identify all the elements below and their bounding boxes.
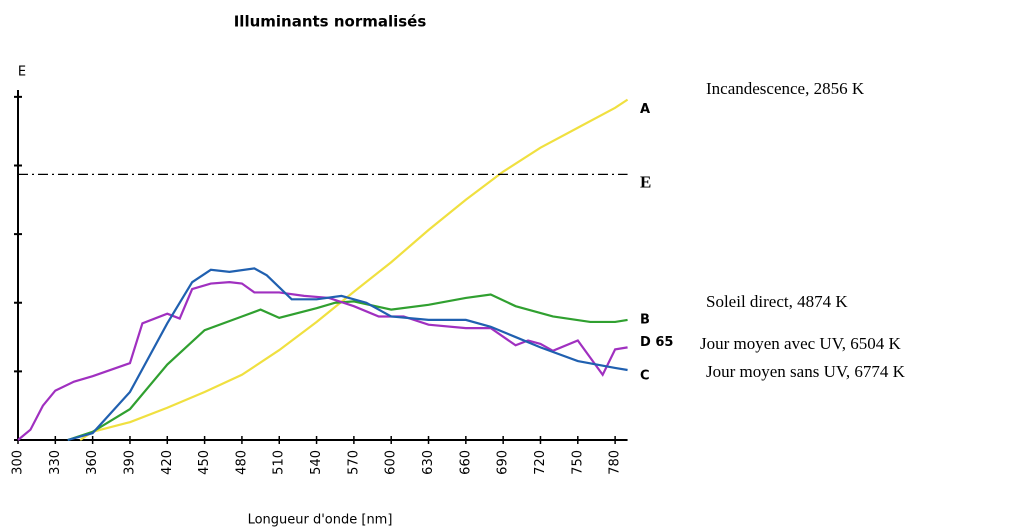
series-label: E [640, 172, 651, 191]
y-axis-label: E [18, 65, 26, 80]
line-series [17, 281, 628, 441]
x-tick-label: 390 [122, 450, 137, 475]
x-tick-label: 420 [160, 450, 175, 475]
x-tick-label: 300 [11, 450, 26, 475]
x-tick-label: 330 [48, 450, 63, 475]
series-description: Incandescence, 2856 K [706, 79, 865, 98]
x-tick-label: 690 [496, 450, 511, 475]
x-tick-label: 480 [234, 450, 249, 475]
x-tick-label: 450 [197, 450, 212, 475]
line-series [67, 293, 628, 442]
line-series [79, 98, 629, 441]
x-tick-label: 360 [85, 450, 100, 475]
series-description: Soleil direct, 4874 K [706, 292, 848, 311]
chart-title: Illuminants normalisés [234, 13, 427, 31]
x-tick-label: 780 [608, 450, 623, 475]
line-series [67, 267, 628, 442]
series-label: B [640, 312, 650, 327]
x-tick-label: 570 [346, 450, 361, 475]
series-label: D 65 [640, 335, 673, 350]
x-tick-label: 660 [458, 450, 473, 475]
x-tick-label: 750 [570, 450, 585, 475]
x-tick-label: 720 [533, 450, 548, 475]
x-tick-label: 630 [421, 450, 436, 475]
series-label: C [640, 369, 650, 384]
x-tick-label: 540 [309, 450, 324, 475]
x-tick-label: 600 [384, 450, 399, 475]
x-axis-label: Longueur d'onde [nm] [248, 513, 393, 528]
series-description: Jour moyen sans UV, 6774 K [706, 362, 906, 381]
series-label: A [640, 102, 650, 117]
x-tick-label: 510 [272, 450, 287, 475]
series-description: Jour moyen avec UV, 6504 K [700, 334, 902, 353]
